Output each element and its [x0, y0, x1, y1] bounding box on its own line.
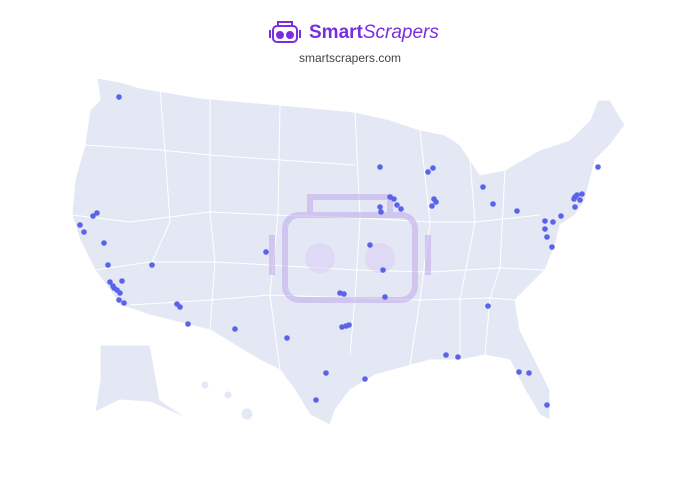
- location-dot: [116, 94, 122, 100]
- location-dot: [323, 370, 329, 376]
- location-dot: [391, 196, 397, 202]
- location-dot: [429, 203, 435, 209]
- location-dot: [574, 192, 580, 198]
- location-dot: [544, 234, 550, 240]
- location-dot: [119, 278, 125, 284]
- location-dot: [232, 326, 238, 332]
- location-dot: [111, 285, 117, 291]
- location-dot: [542, 218, 548, 224]
- location-dot: [572, 204, 578, 210]
- location-dot: [394, 202, 400, 208]
- logo: [269, 21, 301, 43]
- location-dot: [378, 209, 384, 215]
- location-dot: [455, 354, 461, 360]
- location-dot: [579, 191, 585, 197]
- location-dot: [549, 244, 555, 250]
- brand-bold: Smart: [309, 22, 364, 43]
- location-dot: [382, 294, 388, 300]
- location-dot: [526, 370, 532, 376]
- location-dot: [595, 164, 601, 170]
- location-dot: [81, 229, 87, 235]
- location-dot: [105, 262, 111, 268]
- location-dot: [121, 300, 127, 306]
- hawaii: [223, 390, 233, 400]
- location-dot: [431, 196, 437, 202]
- hawaii: [200, 380, 210, 390]
- location-dot: [77, 222, 83, 228]
- location-dot: [284, 335, 290, 341]
- location-dot: [443, 352, 449, 358]
- location-dot: [377, 164, 383, 170]
- brand-name: SmartScrapers: [309, 22, 439, 43]
- location-dot: [90, 213, 96, 219]
- location-dot: [571, 196, 577, 202]
- location-dot: [550, 219, 556, 225]
- location-dot: [116, 297, 122, 303]
- location-dot: [542, 226, 548, 232]
- location-dot: [149, 262, 155, 268]
- location-dot: [346, 322, 352, 328]
- location-dot: [544, 402, 550, 408]
- location-dot: [177, 304, 183, 310]
- hawaii: [240, 407, 254, 421]
- location-dot: [380, 267, 386, 273]
- location-dot: [490, 201, 496, 207]
- location-dot: [577, 197, 583, 203]
- site-url: smartscrapers.com: [299, 51, 401, 65]
- state-lines: [71, 89, 546, 371]
- location-dot: [398, 206, 404, 212]
- location-dot: [558, 213, 564, 219]
- location-dot: [185, 321, 191, 327]
- location-dot: [425, 169, 431, 175]
- location-dot: [107, 279, 113, 285]
- us-map: [71, 77, 626, 426]
- location-dot: [117, 290, 123, 296]
- location-dot: [263, 249, 269, 255]
- location-dot: [94, 210, 100, 216]
- location-dot: [377, 204, 383, 210]
- brand-italic: Scrapers: [363, 22, 440, 43]
- location-dots: [77, 94, 601, 408]
- alaska: [94, 344, 191, 421]
- location-dot: [430, 165, 436, 171]
- location-dot: [362, 376, 368, 382]
- location-dot: [367, 242, 373, 248]
- location-dot: [313, 397, 319, 403]
- location-dot: [514, 208, 520, 214]
- location-dot: [480, 184, 486, 190]
- location-dot: [101, 240, 107, 246]
- location-dot: [341, 291, 347, 297]
- location-dot: [516, 369, 522, 375]
- location-dot: [485, 303, 491, 309]
- watermark: [269, 194, 431, 303]
